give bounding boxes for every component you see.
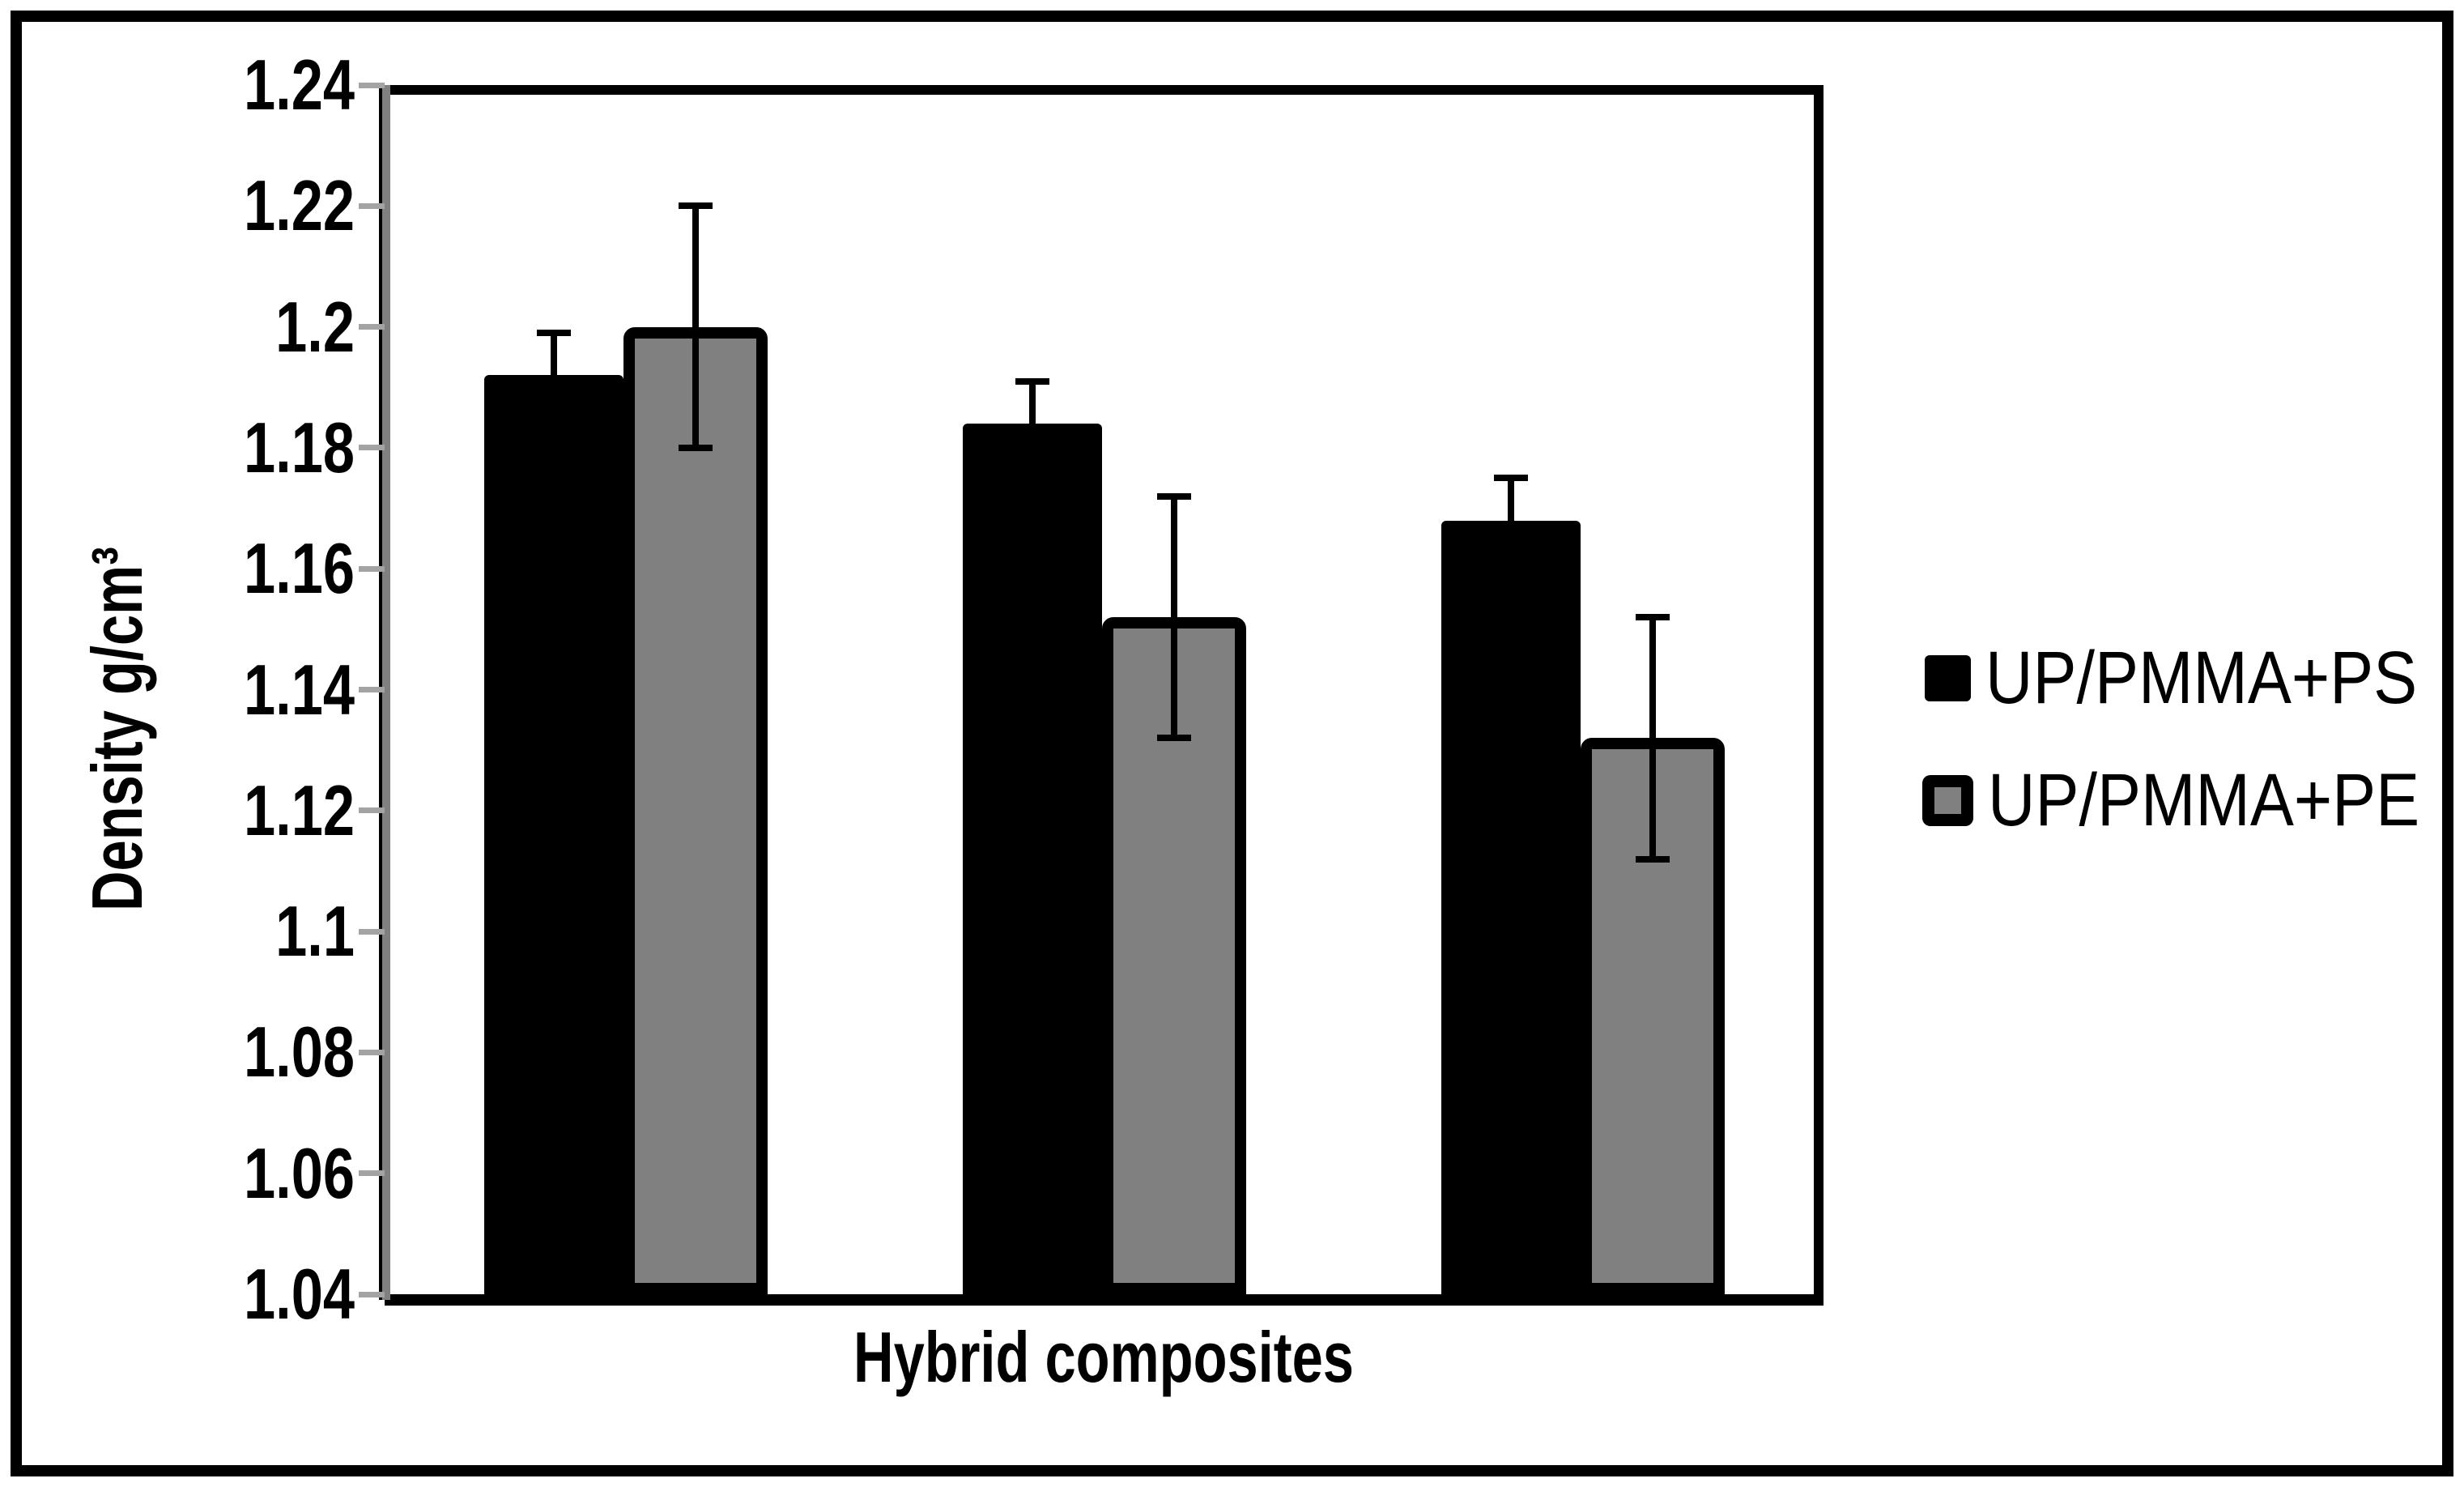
y-tick-mark: [359, 1291, 385, 1297]
y-tick-label: 1.04: [243, 1254, 355, 1334]
error-bar-stem: [1649, 616, 1656, 859]
y-tick-label: 1.1: [275, 891, 355, 972]
bar-up-pmma-pe-group3: [1581, 738, 1725, 1294]
error-bar-cap-top: [1494, 475, 1528, 482]
error-bar-cap-bottom: [1494, 559, 1528, 566]
bar-up-pmma-ps-group1: [484, 375, 623, 1294]
error-bar-stem: [551, 333, 557, 418]
legend-swatch-black-icon: [1925, 655, 1971, 701]
x-axis-line: [385, 1294, 1824, 1306]
y-tick-label: 1.22: [243, 165, 355, 246]
legend-label-up-pmma-ps: UP/PMMA+PS: [1985, 637, 2418, 719]
y-tick-label: 1.16: [243, 528, 355, 609]
plot-top-border: [385, 85, 1824, 95]
legend-item-up-pmma-ps: UP/PMMA+PS: [1925, 637, 2464, 719]
x-axis-label: Hybrid composites: [853, 1317, 1354, 1397]
y-tick-label: 1.14: [243, 649, 355, 730]
y-tick-mark: [359, 687, 385, 692]
y-tick-mark: [359, 82, 385, 88]
y-axis-line: [379, 85, 390, 1300]
error-bar-cap-bottom: [679, 444, 713, 451]
error-bar-cap-bottom: [1636, 855, 1670, 863]
plot-right-border: [1814, 85, 1824, 1306]
y-axis-label: Density g/cm³: [77, 546, 157, 912]
y-tick-mark: [359, 807, 385, 814]
y-tick-label: 1.08: [243, 1012, 355, 1093]
y-tick-mark: [359, 928, 385, 935]
y-tick-mark: [359, 1049, 385, 1055]
error-bar-stem: [1171, 496, 1177, 739]
y-tick-mark: [359, 565, 385, 572]
legend-swatch-gray-icon: [1922, 775, 1973, 826]
error-bar-cap-top: [537, 330, 571, 337]
error-bar-cap-top: [679, 202, 713, 210]
y-tick-mark: [359, 202, 385, 209]
bar-up-pmma-pe-group1: [623, 326, 768, 1294]
y-tick-label: 1.06: [243, 1132, 355, 1213]
figure-border: [11, 11, 2453, 1476]
error-bar-cap-bottom: [1157, 735, 1191, 742]
y-tick-label: 1.24: [243, 45, 355, 125]
error-bar-stem: [1508, 478, 1514, 563]
error-bar-cap-bottom: [537, 414, 571, 421]
y-tick-mark: [359, 1170, 385, 1177]
y-tick-label: 1.2: [275, 286, 355, 367]
error-bar-cap-top: [1157, 492, 1191, 500]
error-bar-cap-top: [1015, 377, 1049, 385]
bar-up-pmma-ps-group3: [1441, 520, 1581, 1294]
plot-area: [385, 85, 1824, 1294]
error-bar-cap-bottom: [1015, 462, 1049, 470]
error-bar-stem: [692, 206, 699, 448]
legend-item-up-pmma-pe: UP/PMMA+PE: [1922, 759, 2464, 841]
bar-up-pmma-ps-group2: [963, 424, 1102, 1294]
y-tick-mark: [359, 324, 385, 330]
error-bar-cap-top: [1636, 613, 1670, 620]
y-tick-label: 1.12: [243, 769, 355, 850]
y-tick-label: 1.18: [243, 407, 355, 488]
y-tick-mark: [359, 445, 385, 451]
legend-label-up-pmma-pe: UP/PMMA+PE: [1988, 759, 2420, 841]
error-bar-stem: [1029, 381, 1036, 467]
